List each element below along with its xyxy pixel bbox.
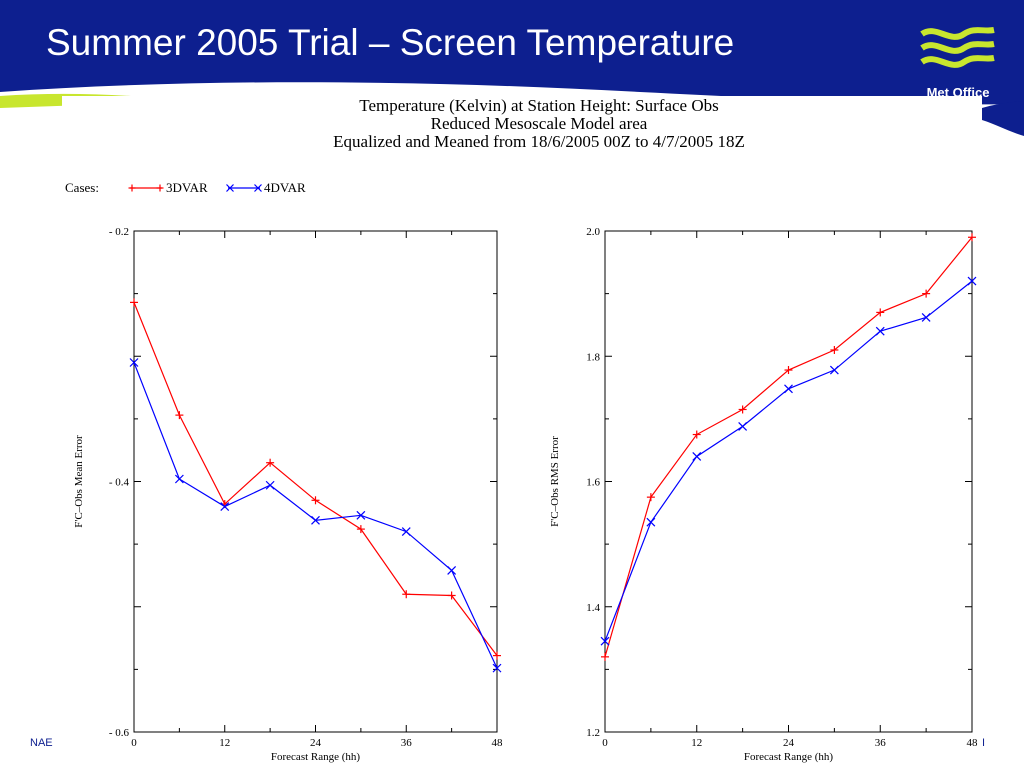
wave-icon — [920, 27, 995, 68]
x-tick-label: 48 — [967, 737, 979, 749]
x-tick-label: 24 — [310, 737, 322, 749]
data-point-3dvar — [876, 308, 885, 317]
data-point-4dvar — [401, 527, 411, 537]
x-tick-label: 0 — [131, 737, 137, 749]
x-tick-label: 12 — [219, 737, 230, 749]
rms-error-chart: 0 12 24 36 48 1.2 1.4 1.6 1.8 2.0 Forecast Range (… — [549, 226, 978, 763]
y-tick-label: 1.2 — [586, 727, 600, 739]
data-point-3dvar — [692, 430, 701, 439]
data-point-3dvar — [738, 405, 747, 414]
data-point-4dvar — [311, 515, 320, 525]
met-office-logo: Met Office — [916, 22, 1000, 104]
data-point-4dvar — [447, 566, 457, 575]
y-tick-label: 2.0 — [586, 226, 600, 238]
legend-marker — [156, 184, 164, 192]
data-point-3dvar — [402, 590, 411, 599]
data-point-4dvar — [921, 312, 931, 322]
series-line-4dvar — [604, 280, 973, 642]
footer-right: I — [982, 737, 986, 749]
y-axis-label: F'C–Obs Mean Error — [73, 435, 85, 528]
data-point-4dvar — [600, 636, 610, 646]
data-point-3dvar — [601, 652, 609, 661]
data-point-3dvar — [311, 496, 320, 505]
data-point-3dvar — [830, 345, 839, 354]
figure-title-line-2: Reduced Mesoscale Model area — [431, 114, 648, 133]
data-point-4dvar — [492, 663, 502, 673]
x-tick-label: 12 — [691, 737, 702, 749]
data-point-3dvar — [266, 458, 275, 467]
data-point-4dvar — [829, 365, 839, 375]
y-tick-label: - 0.4 — [109, 477, 130, 489]
data-point-4dvar — [692, 452, 702, 461]
y-tick-label: 1.6 — [586, 477, 600, 489]
data-point-4dvar — [129, 358, 139, 367]
slide-title: Summer 2005 Trial – Screen Temperature — [46, 22, 735, 63]
legend: 3DVAR 4DVAR — [128, 180, 306, 195]
data-point-3dvar — [356, 525, 365, 534]
series-line-3dvar — [133, 302, 498, 656]
data-point-4dvar — [265, 480, 275, 490]
data-point-3dvar — [646, 493, 655, 502]
legend-label: Cases: — [65, 180, 99, 195]
footer-left: NAE — [30, 737, 53, 749]
figure: Temperature (Kelvin) at Station Height: … — [65, 96, 978, 763]
legend-text: 3DVAR — [166, 180, 208, 195]
x-tick-label: 36 — [401, 737, 413, 749]
x-tick-label: 48 — [492, 737, 504, 749]
data-point-3dvar — [784, 366, 793, 375]
legend-marker — [226, 184, 234, 192]
x-axis-label: Forecast Range (hh) — [744, 751, 834, 763]
y-tick-label: - 0.2 — [109, 226, 129, 238]
mean-error-chart: 0 12 24 36 48 - 0.6 - 0.4 - 0.2 Forecast Range (… — [73, 226, 503, 763]
data-point-3dvar — [175, 411, 184, 420]
figure-panel: Temperature (Kelvin) at Station Height: … — [62, 96, 982, 768]
figure-title-line-3: Equalized and Meaned from 18/6/2005 00Z … — [333, 132, 745, 151]
legend-item-3dvar: 3DVAR — [128, 180, 208, 195]
figure-title-line-1: Temperature (Kelvin) at Station Height: … — [359, 96, 718, 115]
series-line-4dvar — [133, 362, 498, 669]
data-point-3dvar — [968, 233, 976, 242]
legend-marker — [254, 184, 262, 192]
data-point-4dvar — [220, 502, 230, 511]
data-point-3dvar — [130, 298, 138, 307]
data-point-4dvar — [967, 276, 977, 286]
y-tick-label: 1.4 — [586, 602, 600, 614]
series-line-3dvar — [604, 236, 973, 658]
data-point-3dvar — [493, 651, 501, 660]
y-axis-label: F'C–Obs RMS Error — [549, 436, 561, 527]
legend-item-4dvar: 4DVAR — [226, 180, 306, 195]
y-tick-label: - 0.6 — [109, 727, 130, 739]
x-tick-label: 0 — [602, 737, 608, 749]
data-point-4dvar — [356, 510, 366, 520]
data-point-4dvar — [174, 474, 184, 484]
data-point-3dvar — [447, 591, 456, 600]
plot-frame — [133, 230, 498, 733]
x-tick-label: 24 — [783, 737, 795, 749]
x-tick-label: 36 — [875, 737, 887, 749]
data-point-4dvar — [875, 326, 885, 336]
plot-frame — [604, 230, 973, 733]
legend-text: 4DVAR — [264, 180, 306, 195]
data-point-3dvar — [922, 289, 931, 298]
data-point-4dvar — [738, 421, 748, 431]
data-point-4dvar — [784, 384, 793, 394]
legend-marker — [128, 184, 136, 192]
data-point-4dvar — [646, 517, 656, 527]
y-tick-label: 1.8 — [586, 351, 600, 363]
x-axis-label: Forecast Range (hh) — [271, 751, 361, 763]
